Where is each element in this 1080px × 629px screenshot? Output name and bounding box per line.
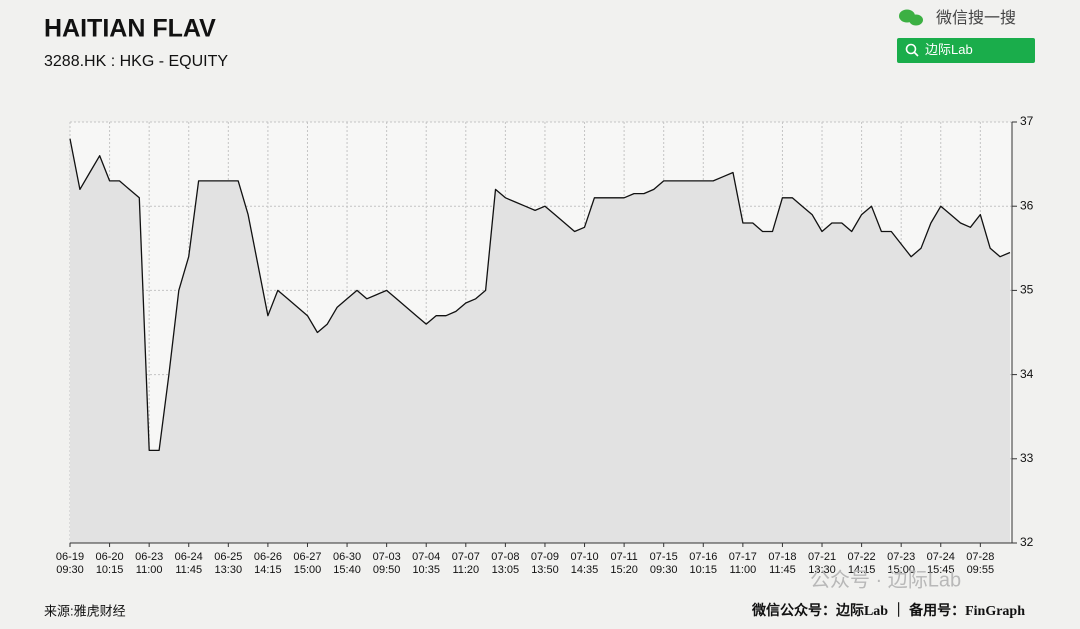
x-tick-label: 07-09 13:50 [531,551,559,576]
x-tick-label: 07-24 15:45 [927,551,955,576]
x-tick-label: 07-03 09:50 [373,551,401,576]
x-tick-label: 07-04 10:35 [412,551,440,576]
x-tick-label: 06-24 11:45 [175,551,203,576]
x-tick-label: 06-26 14:15 [254,551,282,576]
search-icon [905,43,917,55]
footer-source: 来源:雅虎财经 [44,603,126,618]
y-tick-label: 33 [1020,451,1034,465]
search-button[interactable] [897,38,1035,63]
x-tick-label: 07-28 09:55 [966,551,994,576]
chart-subtitle: 3288.HK : HKG - EQUITY [44,53,228,70]
y-tick-label: 35 [1020,283,1034,297]
x-tick-label: 07-15 09:30 [650,551,678,576]
x-tick-label: 07-11 15:20 [610,551,638,576]
plot: 32 33 34 35 36 37 06-19 09:30 06-20 10:15 06-23 11:… [56,114,1034,576]
x-tick-label: 07-22 14:15 [848,551,876,576]
x-tick-label: 06-20 10:15 [96,551,124,576]
x-tick-label: 07-08 13:05 [491,551,519,576]
x-tick-label: 06-23 11:00 [135,551,163,576]
x-tick-label: 07-10 14:35 [570,551,598,576]
chart-title: HAITIAN FLAV [44,15,216,43]
x-tick-label: 07-07 11:20 [452,551,480,576]
wechat-search-label: 微信搜一搜 [936,9,1016,27]
x-tick-label: 06-25 13:30 [214,551,242,576]
x-tick-label: 06-30 15:40 [333,551,361,576]
y-tick-label: 32 [1020,535,1034,549]
search-icon-handle [913,51,919,57]
x-tick-label: 06-19 09:30 [56,551,84,576]
x-tick-label: 06-27 15:00 [293,551,321,576]
x-tick-label: 07-18 11:45 [768,551,796,576]
area-fill [70,138,1010,544]
price-line [69,138,1011,452]
x-tick-label: 07-16 10:15 [689,551,717,576]
x-tick-label: 07-21 13:30 [808,551,836,576]
wechat-icon [899,9,923,26]
y-tick-label: 37 [1020,114,1034,128]
x-tick-label: 07-17 11:00 [729,551,757,576]
y-tick-label: 34 [1020,367,1034,381]
x-tick-label: 07-23 15:00 [887,551,915,576]
footer-credit: 微信公众号：边际Lab ｜ 备用号：FinGraph [751,602,1025,619]
y-tick-label: 36 [1020,198,1034,212]
search-button-label: 边际Lab [925,42,973,57]
watermark: 公众号 · 边际Lab [810,568,961,591]
